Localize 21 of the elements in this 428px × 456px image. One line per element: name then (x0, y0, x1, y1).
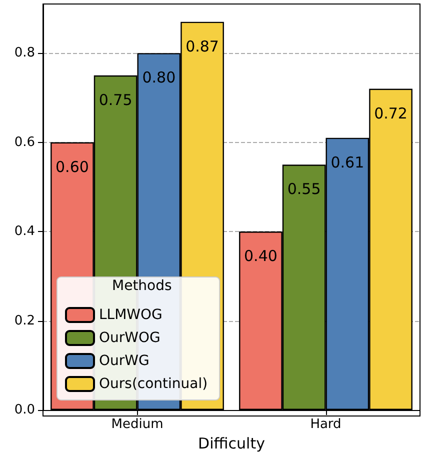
y-tick-label: 0.0 (14, 402, 35, 418)
y-tick-label: 0.8 (14, 46, 35, 61)
x-tick-label: Hard (310, 417, 342, 432)
legend-label: LLMWOG (99, 307, 162, 323)
data-label: 0.60 (56, 158, 89, 176)
data-label: 0.75 (98, 90, 132, 109)
data-label: 0.40 (244, 247, 278, 266)
y-tick-label: 0.2 (14, 313, 35, 328)
x-tick-label: Medium (111, 417, 164, 432)
legend-label: OurWOG (99, 330, 160, 346)
legend-label: OurWG (99, 353, 150, 369)
data-label: 0.87 (186, 37, 219, 56)
data-label: 0.72 (374, 104, 408, 122)
data-label: 0.80 (142, 68, 176, 87)
legend-title: Methods (112, 278, 172, 294)
data-label: 0.61 (330, 153, 364, 172)
data-label: 0.55 (287, 180, 321, 198)
x-axis-title: Difficulty (198, 434, 266, 452)
y-tick-label: 0.6 (14, 134, 35, 150)
legend-label: Ours(continual) (99, 376, 208, 392)
y-tick-label: 0.4 (14, 224, 35, 240)
